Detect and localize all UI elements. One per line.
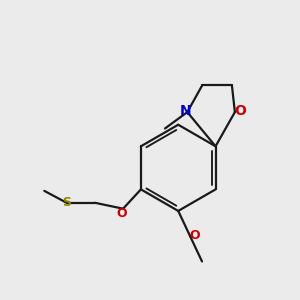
Text: S: S (62, 196, 71, 209)
Text: O: O (116, 207, 127, 220)
Text: O: O (190, 229, 200, 242)
Text: O: O (234, 104, 246, 118)
Text: N: N (180, 103, 192, 118)
